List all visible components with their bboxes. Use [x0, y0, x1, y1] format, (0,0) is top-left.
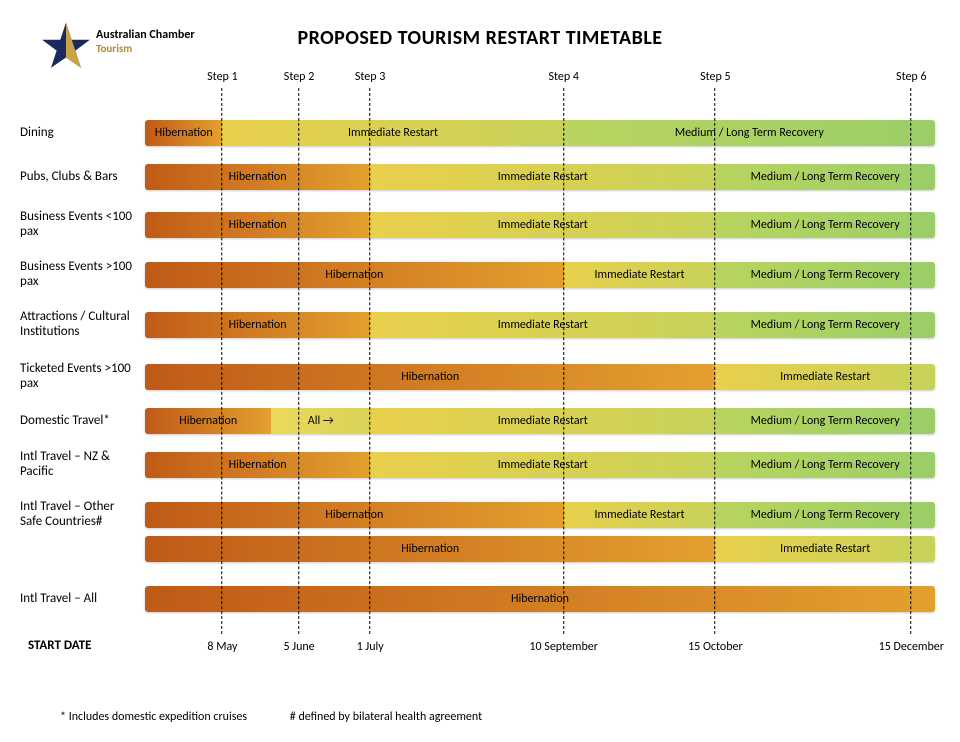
row-label: Intl Travel – Other Safe Countries# [20, 498, 138, 532]
bar-segment: Immediate Restart [370, 164, 715, 190]
timeline-bar: HibernationImmediate RestartMedium / Lon… [145, 120, 935, 146]
footnotes: * Includes domestic expedition cruises #… [60, 710, 522, 724]
bar-segment: All → [271, 408, 370, 434]
page: PROPOSED TOURISM RESTART TIMETABLE Austr… [0, 0, 960, 742]
step-label: Step 2 [284, 70, 314, 84]
bar-segment: Immediate Restart [370, 408, 715, 434]
date-label: 5 June [283, 640, 314, 654]
bar-segment: Medium / Long Term Recovery [715, 452, 935, 478]
timeline-bar: HibernationImmediate RestartMedium / Lon… [145, 312, 935, 338]
bar-segment: Immediate Restart [715, 364, 935, 390]
footnote-a: * Includes domestic expedition cruises [60, 710, 247, 724]
bar-segment: Hibernation [145, 452, 370, 478]
step-label: Step 6 [896, 70, 926, 84]
date-label: 8 May [207, 640, 237, 654]
step-label: Step 1 [207, 70, 237, 84]
row-label: Intl Travel – All [20, 582, 138, 616]
row-label: Ticketed Events >100 pax [20, 360, 138, 394]
bar-segment: Medium / Long Term Recovery [715, 164, 935, 190]
step-grid-line [911, 88, 912, 634]
bar-segment: Immediate Restart [370, 212, 715, 238]
bar-segment: Immediate Restart [564, 502, 716, 528]
timeline-bar: HibernationImmediate Restart [145, 364, 935, 390]
step-label: Step 5 [700, 70, 730, 84]
bar-segment: Immediate Restart [370, 452, 715, 478]
bar-segment: Medium / Long Term Recovery [564, 120, 935, 146]
bar-segment: Hibernation [145, 312, 370, 338]
footnote-b: # defined by bilateral health agreement [290, 710, 482, 724]
bar-segment: Medium / Long Term Recovery [715, 502, 935, 528]
bar-segment: Hibernation [145, 262, 564, 288]
step-grid-line [298, 88, 299, 634]
timeline-bar: HibernationImmediate RestartMedium / Lon… [145, 262, 935, 288]
date-label: 15 December [879, 640, 944, 654]
row-label: Domestic Travel* [20, 404, 138, 438]
bar-segment: Hibernation [145, 164, 370, 190]
bar-segment: Medium / Long Term Recovery [715, 312, 935, 338]
bar-segment: Hibernation [145, 536, 715, 562]
bar-segment: Medium / Long Term Recovery [715, 262, 935, 288]
timeline-chart: Step 1 Step 2 Step 3 Step 4 Step 5 Step 6 8 Ma… [145, 70, 935, 660]
bar-segment: Medium / Long Term Recovery [715, 408, 935, 434]
logo-text: Australian Chamber Tourism [96, 28, 195, 56]
row-label: Attractions / Cultural Institutions [20, 308, 138, 342]
timeline-bar: Hibernation [145, 586, 935, 612]
bar-segment: Immediate Restart [222, 120, 563, 146]
date-label: 15 October [688, 640, 743, 654]
bar-segment: Medium / Long Term Recovery [715, 212, 935, 238]
step-grid-line [222, 88, 223, 634]
timeline-bar: HibernationImmediate RestartMedium / Lon… [145, 452, 935, 478]
logo-line1: Australian Chamber [96, 28, 195, 42]
bar-segment: Hibernation [145, 212, 370, 238]
step-grid-line [563, 88, 564, 634]
row-label: Business Events >100 pax [20, 258, 138, 292]
row-label: Intl Travel – NZ & Pacific [20, 448, 138, 482]
step-label: Step 4 [548, 70, 578, 84]
timeline-bar: HibernationImmediate RestartMedium / Lon… [145, 502, 935, 528]
bar-segment: Immediate Restart [370, 312, 715, 338]
bar-segment: Immediate Restart [564, 262, 716, 288]
timeline-bar: HibernationImmediate RestartMedium / Lon… [145, 212, 935, 238]
step-grid-line [369, 88, 370, 634]
date-label: 10 September [529, 640, 598, 654]
row-label: Business Events <100 pax [20, 208, 138, 242]
bar-segment: Hibernation [145, 502, 564, 528]
bar-segment: Immediate Restart [715, 536, 935, 562]
timeline-bar: HibernationAll →Immediate RestartMedium … [145, 408, 935, 434]
row-label: Dining [20, 116, 138, 150]
timeline-bar: HibernationImmediate Restart [145, 536, 935, 562]
bar-segment: Hibernation [145, 408, 271, 434]
row-label: Pubs, Clubs & Bars [20, 160, 138, 194]
bar-segment: Hibernation [145, 120, 222, 146]
bar-segment: Hibernation [145, 364, 715, 390]
bar-segment: Hibernation [145, 586, 935, 612]
date-label: 1 July [357, 640, 384, 654]
step-grid-line [715, 88, 716, 634]
step-label: Step 3 [355, 70, 385, 84]
start-date-label: START DATE [28, 638, 91, 653]
logo-line2: Tourism [96, 42, 195, 55]
timeline-bar: HibernationImmediate RestartMedium / Lon… [145, 164, 935, 190]
logo-star-icon [40, 20, 92, 77]
